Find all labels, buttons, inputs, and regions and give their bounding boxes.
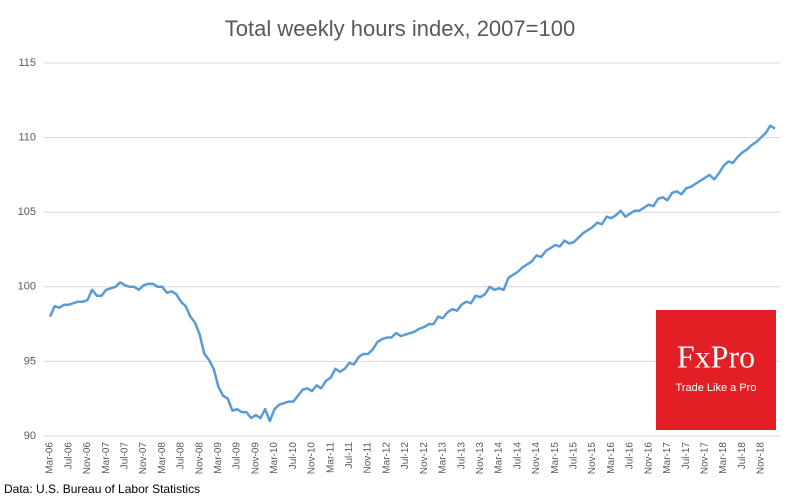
x-tick-label: Nov-15	[587, 442, 598, 475]
x-tick-label: Jul-11	[344, 442, 355, 469]
y-tick-label: 110	[18, 132, 36, 144]
x-tick-label: Jul-07	[119, 442, 130, 470]
y-tick-label: 105	[18, 206, 36, 218]
x-tick-label: Jul-10	[288, 442, 299, 470]
y-tick-label: 95	[24, 355, 36, 367]
x-tick-label: Mar-13	[438, 442, 449, 474]
x-tick-label: Jul-16	[625, 442, 636, 470]
x-tick-label: Jul-13	[456, 442, 467, 470]
x-tick-label: Mar-10	[269, 442, 280, 474]
x-tick-label: Jul-15	[569, 442, 580, 470]
x-tick-label: Mar-15	[550, 442, 561, 474]
x-tick-label: Mar-16	[606, 442, 617, 474]
x-tick-label: Nov-17	[699, 442, 710, 475]
x-tick-label: Mar-17	[662, 442, 673, 474]
x-tick-label: Mar-09	[213, 442, 224, 474]
x-tick-label: Nov-10	[307, 442, 318, 475]
x-tick-label: Nov-14	[531, 442, 542, 475]
x-tick-label: Jul-17	[681, 442, 692, 470]
y-tick-label: 100	[18, 281, 36, 293]
x-tick-label: Nov-12	[419, 442, 430, 475]
x-tick-label: Mar-12	[381, 442, 392, 474]
x-tick-label: Nov-11	[363, 442, 374, 474]
logo-name: FxPro	[677, 338, 755, 374]
x-tick-label: Jul-12	[400, 442, 411, 470]
x-tick-label: Jul-14	[512, 442, 523, 470]
x-tick-label: Jul-18	[737, 442, 748, 470]
x-tick-label: Nov-06	[82, 442, 93, 475]
x-tick-label: Nov-13	[475, 442, 486, 475]
x-tick-label: Mar-08	[157, 442, 168, 474]
x-tick-label: Mar-07	[101, 442, 112, 474]
x-tick-label: Nov-09	[250, 442, 261, 475]
x-tick-label: Jul-08	[176, 442, 187, 470]
x-tick-label: Jul-06	[63, 442, 74, 470]
x-tick-label: Nov-08	[194, 442, 205, 475]
x-tick-label: Nov-07	[138, 442, 149, 475]
y-tick-label: 90	[24, 430, 36, 442]
x-tick-label: Mar-18	[718, 442, 729, 474]
x-tick-label: Mar-06	[45, 442, 56, 474]
logo-tagline: Trade Like a Pro	[676, 382, 757, 394]
x-tick-label: Mar-14	[494, 442, 505, 474]
x-tick-label: Jul-09	[232, 442, 243, 470]
source: Data: U.S. Bureau of Labor Statistics	[4, 482, 200, 496]
x-tick-label: Mar-11	[325, 442, 336, 473]
y-tick-label: 115	[18, 57, 36, 69]
line-series	[48, 124, 776, 423]
x-tick-label: Nov-16	[643, 442, 654, 475]
chart-title: Total weekly hours index, 2007=100	[225, 16, 575, 41]
logo	[656, 310, 776, 430]
x-tick-label: Nov-18	[756, 442, 767, 475]
